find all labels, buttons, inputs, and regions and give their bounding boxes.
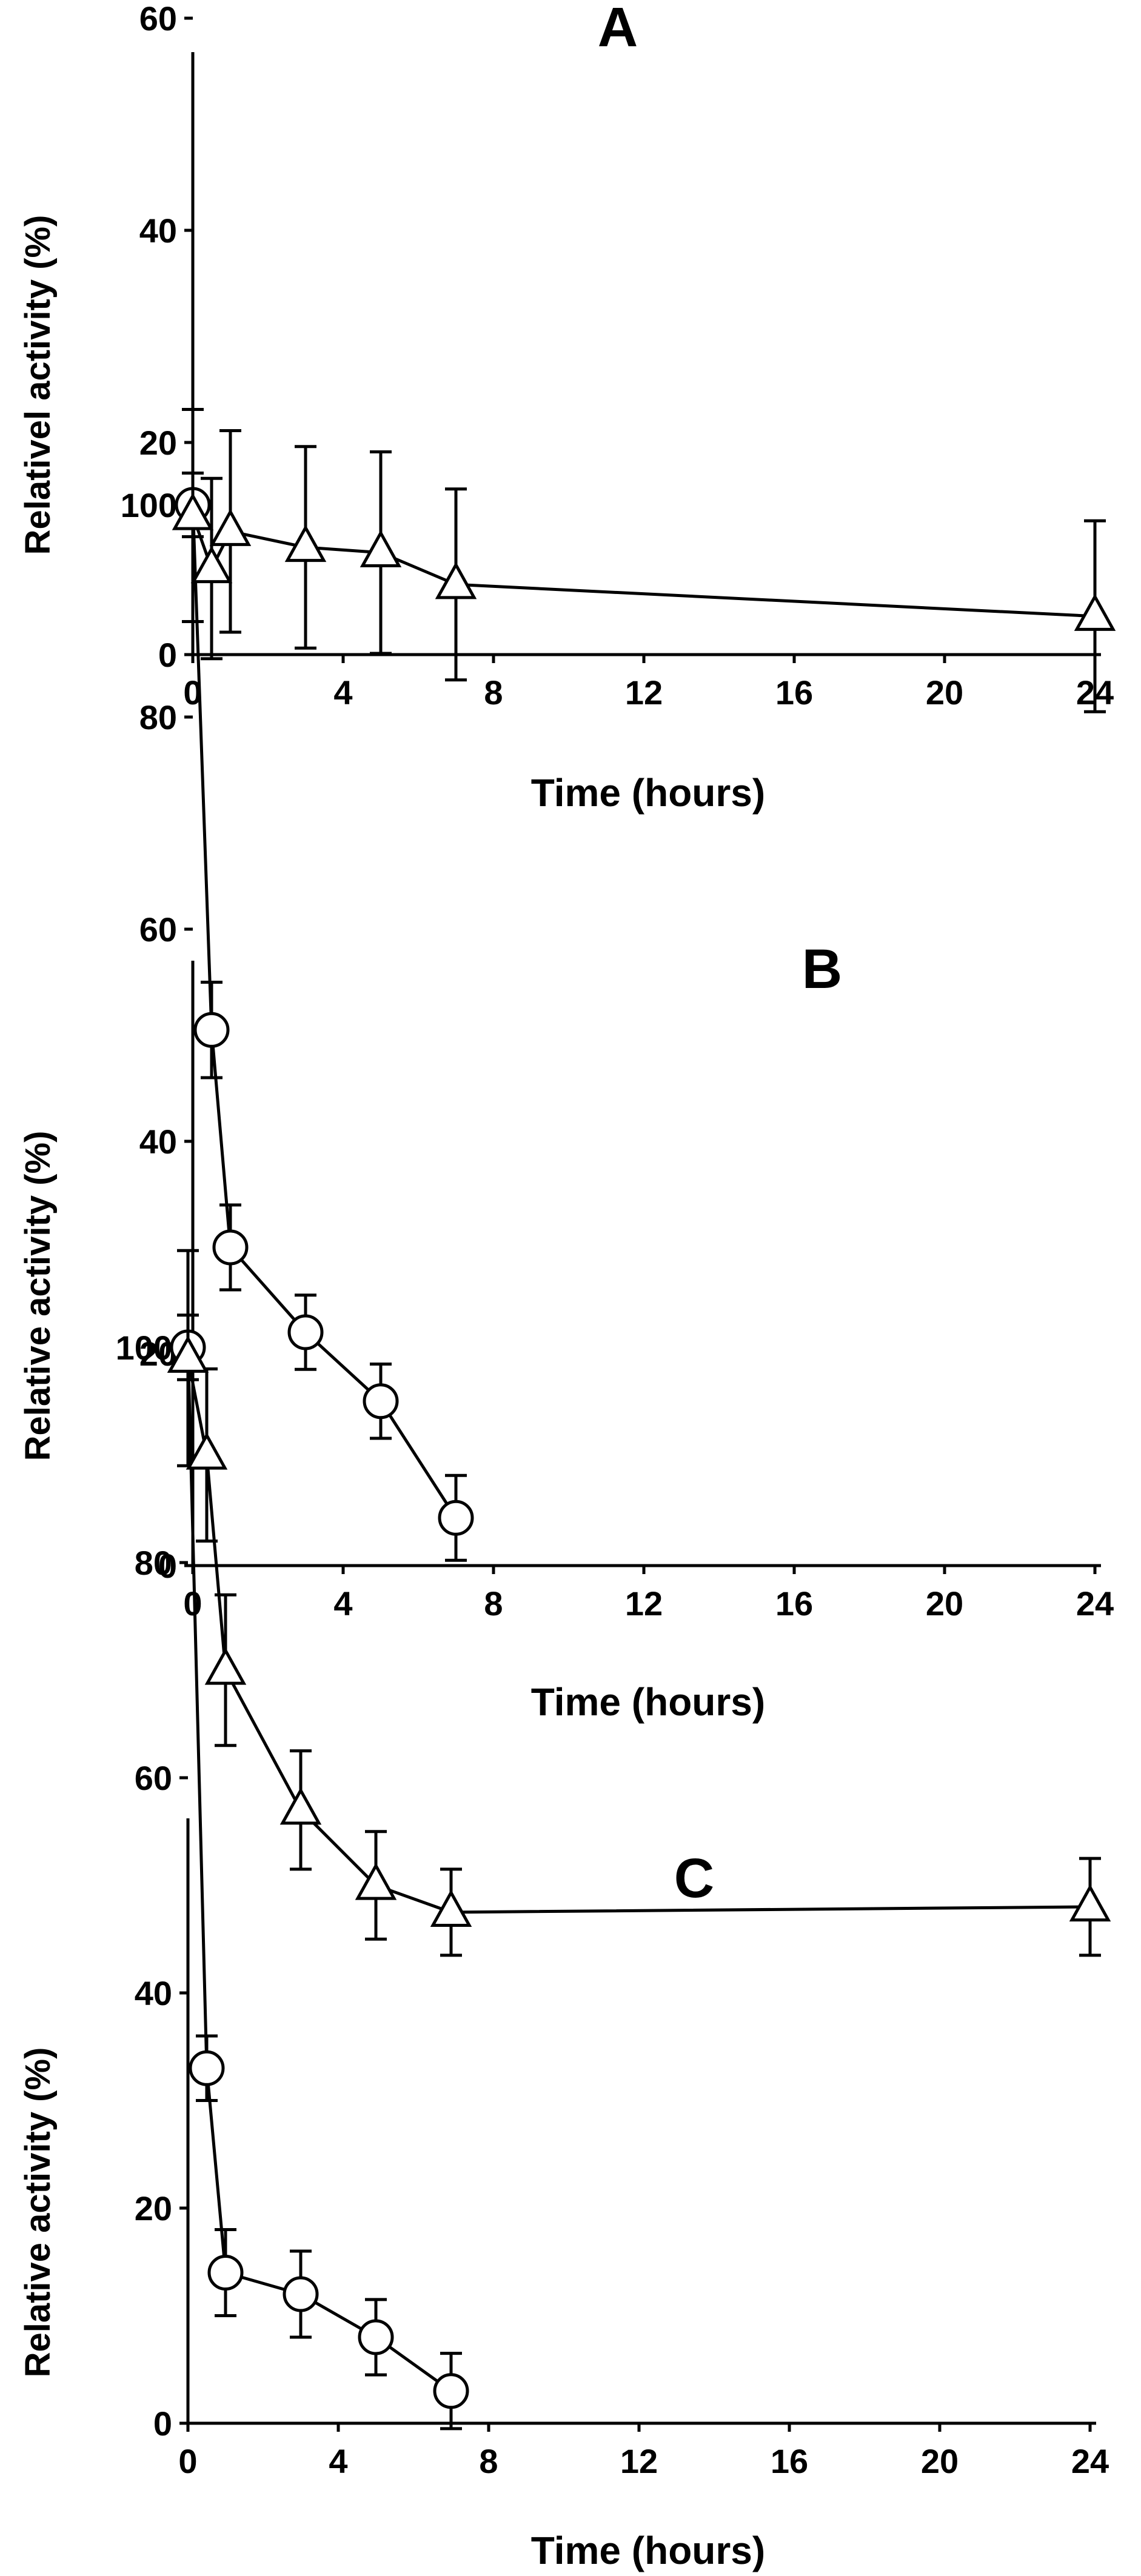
y-tick-label: 40	[139, 1123, 177, 1161]
y-tick-label: 0	[158, 1547, 177, 1585]
circle-marker	[212, 1229, 249, 1266]
triangle-marker	[360, 530, 402, 567]
panel-b-x-axis-label: Time (hours)	[531, 1680, 765, 1724]
x-tick-label: 24	[1071, 2442, 1109, 2480]
y-tick-label: 0	[158, 636, 177, 674]
y-tick-label: 0	[153, 2404, 172, 2443]
x-tick-label: 12	[620, 2442, 658, 2480]
triangle-marker	[279, 1787, 322, 1825]
circle-marker	[433, 2373, 469, 2409]
panel-a-title: A	[598, 0, 638, 58]
panel-b: B Relative activity (%) Time (hours) 0 20…	[18, 408, 1116, 1724]
y-tick-label: 100	[116, 1329, 172, 1367]
circle-marker	[438, 1500, 474, 1536]
triangle-marker	[1074, 593, 1116, 631]
triangles-series-line	[186, 1358, 1091, 1914]
triangle-marker	[190, 546, 233, 584]
panel-b-y-axis-label: Relative activity (%)	[18, 1131, 58, 1461]
x-tick-label: 16	[771, 2442, 808, 2480]
y-tick-label: 20	[139, 424, 177, 462]
panel-b-plot-area: 0 20 40 60 80 100 0 4 8 12 16 20 24	[121, 408, 1116, 1623]
x-tick-label: 8	[484, 673, 503, 712]
triangle-marker	[172, 492, 214, 530]
circle-marker	[193, 1012, 230, 1048]
circle-marker	[189, 2050, 225, 2086]
panel-c-title: C	[674, 1847, 714, 1909]
panel-c-x-axis-label: Time (hours)	[531, 2529, 765, 2572]
triangle-marker	[355, 1862, 397, 1900]
x-tick-label: 16	[775, 673, 813, 712]
panel-a-y-axis-label: Relativel activity (%)	[18, 215, 58, 555]
y-tick-label: 40	[135, 1974, 172, 2012]
triangle-marker	[186, 1432, 228, 1470]
y-tick-label: 40	[139, 212, 177, 250]
circles-series-line	[186, 1347, 452, 2392]
x-tick-label: 20	[926, 1584, 963, 1623]
circle-marker	[207, 2255, 244, 2291]
circle-marker	[363, 1383, 399, 1420]
x-tick-label: 4	[333, 673, 352, 712]
circle-marker	[287, 1314, 324, 1350]
triangle-marker	[204, 1647, 247, 1685]
triangle-marker	[209, 509, 252, 546]
y-tick-label: 80	[139, 698, 177, 736]
y-tick-label: 100	[121, 486, 177, 524]
x-tick-label: 20	[921, 2442, 959, 2480]
x-tick-label: 4	[329, 2442, 347, 2480]
circle-marker	[283, 2276, 319, 2312]
y-tick-label: 60	[139, 910, 177, 949]
x-tick-label: 8	[479, 2442, 498, 2480]
triangles-series-line	[191, 515, 1096, 618]
triangle-marker	[435, 561, 477, 599]
panel-a-x-axis-label: Time (hours)	[531, 771, 765, 815]
x-tick-label: 8	[484, 1584, 503, 1623]
x-tick-label: 12	[625, 1584, 663, 1623]
panel-b-title: B	[802, 938, 842, 1000]
triangle-marker	[284, 524, 327, 562]
x-tick-label: 12	[625, 673, 663, 712]
panel-a: A Relativel activity (%) Time (hours) 0 2…	[18, 0, 1114, 815]
x-tick-label: 0	[178, 2442, 197, 2480]
y-tick-label: 60	[139, 0, 177, 38]
y-tick-label: 60	[135, 1759, 172, 1797]
x-tick-label: 4	[333, 1584, 352, 1623]
circle-marker	[358, 2319, 394, 2355]
x-tick-label: 20	[926, 673, 963, 712]
x-tick-label: 16	[775, 1584, 813, 1623]
triangle-marker	[1069, 1884, 1111, 1922]
y-tick-label: 80	[135, 1544, 172, 1582]
panel-c: C Relative activity (%) Time (hours) 0 20…	[18, 1249, 1111, 2572]
y-tick-label: 20	[135, 2189, 172, 2227]
triangle-marker	[430, 1889, 472, 1927]
x-tick-label: 24	[1076, 1584, 1114, 1623]
circles-series-line	[191, 504, 458, 1519]
triangle-marker	[167, 1335, 209, 1373]
panel-c-y-axis-label: Relative activity (%)	[18, 2047, 58, 2378]
